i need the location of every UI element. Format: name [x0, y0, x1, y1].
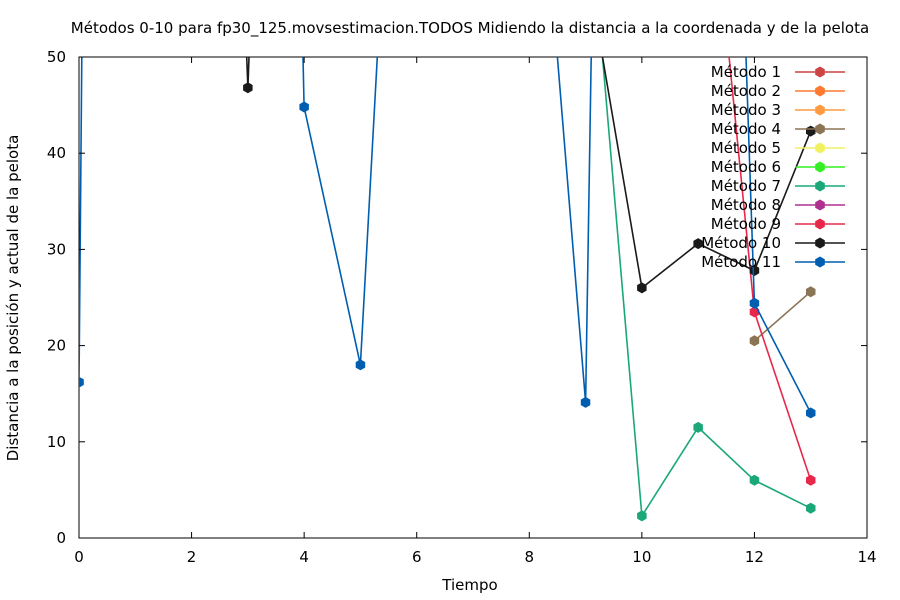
- legend-item: Método 3: [711, 101, 845, 119]
- series-7: [601, 57, 816, 522]
- legend-label: Método 4: [711, 120, 781, 138]
- legend-swatch-marker: [815, 256, 825, 268]
- data-point: [693, 238, 703, 250]
- legend-item: Método 5: [711, 139, 845, 157]
- y-axis-label: Distancia a la posición y actual de la p…: [4, 135, 22, 462]
- legend-item: Método 9: [711, 215, 845, 233]
- legend-swatch-marker: [815, 66, 825, 78]
- legend-label: Método 11: [701, 253, 781, 271]
- legend-label: Método 3: [711, 101, 781, 119]
- plot-area: [79, 57, 816, 522]
- data-point: [693, 421, 703, 433]
- legend-item: Método 11: [701, 253, 845, 271]
- legend-label: Método 9: [711, 215, 781, 233]
- legend-label: Método 8: [711, 196, 781, 214]
- legend-label: Método 5: [711, 139, 781, 157]
- y-tick-label: 0: [56, 529, 66, 547]
- x-tick-label: 6: [412, 548, 422, 566]
- data-point: [637, 510, 647, 522]
- data-point: [806, 474, 816, 486]
- legend-swatch-marker: [815, 104, 825, 116]
- data-point: [806, 407, 816, 419]
- data-point: [299, 101, 309, 113]
- data-point: [806, 125, 816, 137]
- x-tick-label: 0: [74, 548, 84, 566]
- series-line: [753, 291, 812, 342]
- data-point: [243, 82, 253, 94]
- legend-swatch-marker: [815, 199, 825, 211]
- legend-item: Método 4: [711, 120, 845, 138]
- legend-swatch-marker: [815, 161, 825, 173]
- x-axis-label: Tiempo: [441, 576, 497, 594]
- series-line: [556, 57, 592, 403]
- y-tick-label: 10: [47, 433, 66, 451]
- series-line: [302, 57, 379, 365]
- x-tick-label: 12: [745, 548, 764, 566]
- legend-swatch-marker: [815, 218, 825, 230]
- x-tick-label: 14: [857, 548, 876, 566]
- legend-item: Método 1: [711, 63, 845, 81]
- data-point: [749, 297, 760, 309]
- legend-swatch-marker: [815, 85, 825, 97]
- data-point: [749, 335, 760, 347]
- x-tick-label: 8: [525, 548, 535, 566]
- legend-label: Método 6: [711, 158, 781, 176]
- y-tick-label: 30: [47, 240, 66, 258]
- data-point: [749, 474, 760, 486]
- data-point: [580, 396, 591, 408]
- legend-swatch-marker: [815, 180, 825, 192]
- legend-swatch-marker: [815, 123, 825, 135]
- y-axis: 0 10 20 30 40 50: [47, 48, 867, 547]
- x-tick-label: 10: [632, 548, 651, 566]
- legend-label: Método 2: [711, 82, 781, 100]
- data-point: [637, 282, 647, 294]
- chart-title: Métodos 0-10 para fp30_125.movsestimacio…: [71, 19, 869, 38]
- data-point: [79, 376, 84, 388]
- data-point: [355, 359, 366, 371]
- legend-label: Método 10: [701, 234, 781, 252]
- legend-label: Método 7: [711, 177, 781, 195]
- data-point: [806, 286, 816, 298]
- y-tick-label: 40: [47, 144, 66, 162]
- x-tick-label: 2: [187, 548, 197, 566]
- data-point: [749, 265, 760, 277]
- x-axis: 0 2 4 6 8 10 12 14: [74, 57, 877, 566]
- data-point: [806, 502, 816, 514]
- legend-swatch-marker: [815, 237, 825, 249]
- series-4: [749, 286, 816, 347]
- legend-swatch-marker: [815, 142, 825, 154]
- legend-item: Método 6: [711, 158, 845, 176]
- legend-item: Método 7: [711, 177, 845, 195]
- series-line: [79, 57, 83, 383]
- y-tick-label: 50: [47, 48, 66, 66]
- legend-item: Método 10: [701, 234, 845, 252]
- legend-item: Método 8: [711, 196, 845, 214]
- y-tick-label: 20: [47, 337, 66, 355]
- legend-label: Método 1: [711, 63, 781, 81]
- legend-item: Método 2: [711, 82, 845, 100]
- series-11: [79, 57, 816, 419]
- x-tick-label: 4: [299, 548, 309, 566]
